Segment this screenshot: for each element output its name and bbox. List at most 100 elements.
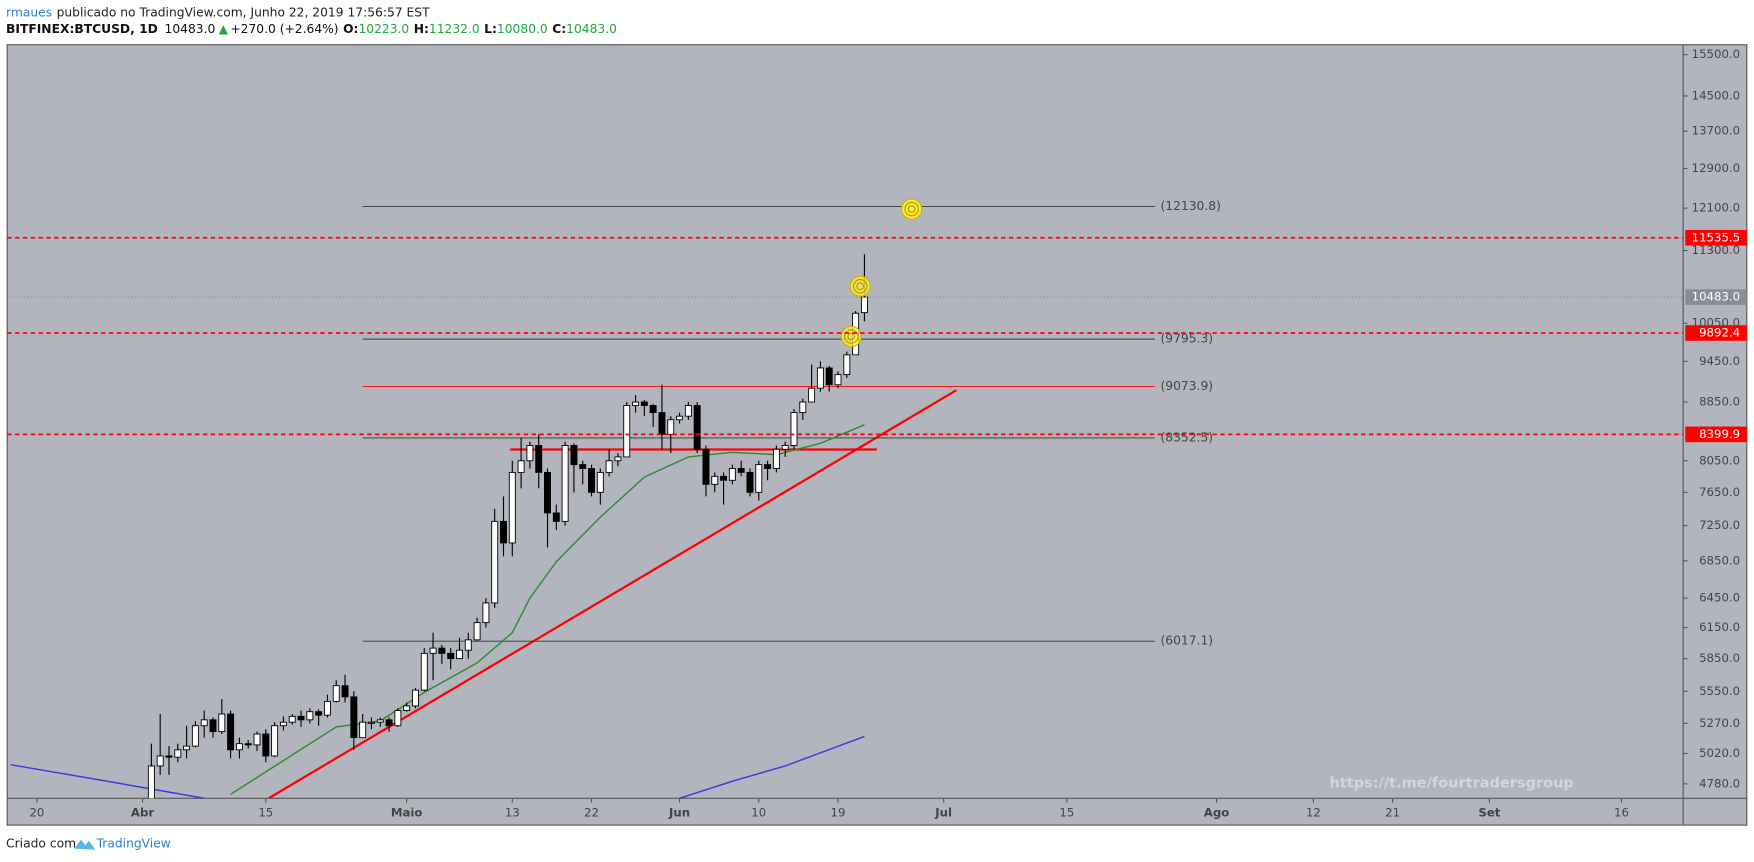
last-price: 10483.0 bbox=[165, 22, 216, 36]
target bbox=[852, 278, 868, 294]
candle-body bbox=[843, 354, 851, 376]
y-tick-label: 5550.0 bbox=[1699, 684, 1740, 698]
y-tick-label: 14500.0 bbox=[1692, 88, 1740, 102]
moving-average bbox=[10, 763, 205, 799]
x-tick-label: 13 bbox=[505, 805, 520, 819]
candle-body bbox=[570, 445, 578, 466]
candle-body bbox=[658, 412, 666, 435]
candle-body bbox=[711, 475, 719, 485]
candle-body bbox=[332, 685, 340, 702]
candle-body bbox=[235, 743, 243, 751]
candle-body bbox=[684, 405, 692, 417]
y-tick-label: 12100.0 bbox=[1692, 201, 1740, 215]
x-tick-label: 19 bbox=[831, 805, 846, 819]
candle-body bbox=[456, 649, 463, 660]
x-tick-label: Ago bbox=[1204, 805, 1230, 819]
price-level-label: 9892.4 bbox=[1699, 326, 1740, 340]
candle-body bbox=[464, 639, 472, 651]
candle-body bbox=[262, 733, 270, 757]
candle-body bbox=[165, 755, 173, 758]
y-tick-label: 7650.0 bbox=[1699, 485, 1740, 499]
candle-body bbox=[640, 401, 648, 406]
x-tick-label: 22 bbox=[584, 805, 599, 819]
x-tick-label: 16 bbox=[1614, 805, 1629, 819]
candle-body bbox=[376, 719, 384, 723]
y-tick-label: 13700.0 bbox=[1692, 124, 1740, 138]
close-value: 10483.0 bbox=[566, 22, 617, 36]
target bbox=[847, 332, 856, 341]
candle-body bbox=[350, 696, 358, 739]
candle-body bbox=[508, 471, 516, 544]
candle-body bbox=[288, 715, 296, 723]
candle-body bbox=[816, 367, 824, 389]
candle-body bbox=[526, 445, 534, 462]
fib-label: (6017.1) bbox=[1161, 634, 1214, 648]
x-tick-label: 15 bbox=[1059, 805, 1074, 819]
created-with: Criado com bbox=[6, 837, 76, 851]
y-tick-label: 6150.0 bbox=[1699, 620, 1740, 634]
candle-body bbox=[825, 367, 833, 386]
candle-body bbox=[579, 464, 587, 469]
target bbox=[844, 329, 859, 344]
x-tick-label: 15 bbox=[258, 805, 273, 819]
y-tick-label: 11300.0 bbox=[1692, 243, 1740, 257]
candle-body bbox=[253, 733, 261, 746]
x-tick-label: 20 bbox=[29, 805, 44, 819]
y-tick-label: 7250.0 bbox=[1699, 518, 1740, 532]
high-label: H: bbox=[414, 22, 429, 36]
candle-body bbox=[279, 721, 287, 727]
candle-body bbox=[755, 464, 763, 493]
high-value: 11232.0 bbox=[429, 22, 480, 36]
candle-body bbox=[227, 713, 235, 751]
candle-body bbox=[447, 652, 455, 660]
candle-body bbox=[676, 415, 684, 421]
price-level-box bbox=[1685, 426, 1747, 443]
candle-body bbox=[306, 711, 314, 721]
candle-body bbox=[438, 647, 446, 654]
candle-body bbox=[359, 721, 367, 739]
candle-body bbox=[341, 685, 349, 698]
candle-body bbox=[218, 713, 226, 733]
candle-body bbox=[394, 710, 402, 727]
target bbox=[907, 205, 916, 213]
candle-body bbox=[473, 622, 481, 641]
x-tick-label: Maio bbox=[391, 805, 423, 819]
y-tick-label: 5850.0 bbox=[1699, 651, 1740, 665]
candle-body bbox=[799, 401, 807, 414]
fib-label: (9073.9) bbox=[1161, 379, 1214, 393]
candle-body bbox=[412, 689, 419, 707]
low-label: L: bbox=[484, 22, 497, 36]
candle-body bbox=[561, 445, 569, 522]
candle-body bbox=[183, 745, 191, 751]
candle-body bbox=[403, 705, 411, 711]
x-tick-label: Jun bbox=[668, 805, 690, 819]
candle-body bbox=[860, 296, 868, 314]
candle-body bbox=[737, 468, 745, 473]
candle-body bbox=[209, 719, 217, 733]
target bbox=[904, 201, 919, 217]
close-label: C: bbox=[552, 22, 566, 36]
change: +270.0 (+2.64%) bbox=[230, 22, 338, 36]
candle-body bbox=[147, 765, 155, 799]
candle-body bbox=[632, 401, 640, 406]
moving-average bbox=[679, 735, 865, 799]
price-level-label: 11535.5 bbox=[1692, 230, 1740, 244]
candle-body bbox=[728, 468, 736, 481]
brand[interactable]: TradingView bbox=[96, 837, 171, 851]
y-tick-label: 8050.0 bbox=[1699, 453, 1740, 467]
x-tick-label: 12 bbox=[1306, 805, 1321, 819]
candle-body bbox=[500, 520, 507, 544]
x-tick-label: 21 bbox=[1385, 805, 1400, 819]
targets bbox=[840, 198, 923, 348]
candle-body bbox=[323, 700, 331, 716]
candle-body bbox=[385, 719, 393, 727]
price-level-box bbox=[1685, 325, 1747, 341]
author[interactable]: rmaues bbox=[6, 5, 52, 19]
candle-body bbox=[517, 460, 525, 473]
candle-body bbox=[764, 464, 772, 469]
candle-body bbox=[605, 460, 613, 473]
symbol: BITFINEX:BTCUSD, 1D bbox=[6, 22, 158, 36]
fib-label: (9795.3) bbox=[1161, 332, 1214, 346]
candle-body bbox=[482, 602, 490, 624]
